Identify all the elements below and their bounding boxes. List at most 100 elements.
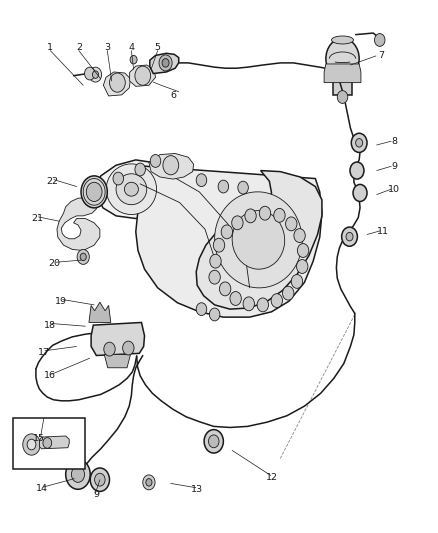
Text: 9: 9 xyxy=(93,490,99,499)
Circle shape xyxy=(259,206,271,220)
Circle shape xyxy=(135,66,151,85)
Circle shape xyxy=(243,297,254,311)
Text: 15: 15 xyxy=(33,434,46,442)
Circle shape xyxy=(92,71,99,78)
Circle shape xyxy=(342,227,357,246)
Polygon shape xyxy=(91,322,145,356)
Circle shape xyxy=(43,438,52,448)
Circle shape xyxy=(86,182,102,201)
Text: 14: 14 xyxy=(35,484,48,493)
Circle shape xyxy=(209,270,220,284)
Ellipse shape xyxy=(124,182,138,196)
Circle shape xyxy=(146,479,152,486)
Circle shape xyxy=(80,253,86,261)
Circle shape xyxy=(297,244,309,257)
Circle shape xyxy=(208,435,219,448)
Text: 1: 1 xyxy=(47,44,53,52)
Text: 6: 6 xyxy=(170,92,176,100)
Circle shape xyxy=(71,466,85,482)
Circle shape xyxy=(297,260,308,273)
Text: 13: 13 xyxy=(191,485,203,494)
Circle shape xyxy=(163,156,179,175)
Text: 19: 19 xyxy=(55,297,67,305)
Ellipse shape xyxy=(116,174,147,205)
Text: 2: 2 xyxy=(76,44,82,52)
Circle shape xyxy=(23,434,40,455)
Circle shape xyxy=(221,225,233,239)
Polygon shape xyxy=(131,165,322,317)
Bar xyxy=(13,418,85,469)
Polygon shape xyxy=(39,436,69,449)
Circle shape xyxy=(196,303,207,316)
Polygon shape xyxy=(324,64,361,83)
Circle shape xyxy=(374,34,385,46)
Text: 4: 4 xyxy=(128,44,134,52)
Circle shape xyxy=(130,55,137,64)
Ellipse shape xyxy=(215,192,302,288)
Polygon shape xyxy=(104,354,131,368)
Circle shape xyxy=(104,342,115,356)
Bar xyxy=(333,71,352,95)
Circle shape xyxy=(350,162,364,179)
Text: 22: 22 xyxy=(46,177,59,185)
Circle shape xyxy=(257,298,268,312)
Circle shape xyxy=(196,174,207,187)
Circle shape xyxy=(218,180,229,193)
Circle shape xyxy=(81,176,107,208)
Circle shape xyxy=(162,59,169,67)
Circle shape xyxy=(274,208,285,222)
Text: 10: 10 xyxy=(388,185,400,193)
Circle shape xyxy=(230,292,241,305)
Circle shape xyxy=(123,341,134,355)
Circle shape xyxy=(150,155,161,167)
Circle shape xyxy=(286,217,297,231)
Circle shape xyxy=(283,286,294,300)
Circle shape xyxy=(346,232,353,241)
Circle shape xyxy=(89,67,102,82)
Circle shape xyxy=(95,473,105,486)
Text: 7: 7 xyxy=(378,52,384,60)
Circle shape xyxy=(143,475,155,490)
Polygon shape xyxy=(130,65,155,86)
Text: 18: 18 xyxy=(44,321,57,329)
Text: 3: 3 xyxy=(104,44,110,52)
Text: 21: 21 xyxy=(31,214,43,223)
Circle shape xyxy=(113,172,124,185)
Text: 5: 5 xyxy=(155,44,161,52)
Circle shape xyxy=(238,181,248,194)
Circle shape xyxy=(90,468,110,491)
Circle shape xyxy=(77,249,89,264)
Circle shape xyxy=(294,229,305,243)
Circle shape xyxy=(245,209,256,223)
Ellipse shape xyxy=(332,36,353,44)
Circle shape xyxy=(353,184,367,201)
Text: 16: 16 xyxy=(44,372,57,380)
Circle shape xyxy=(110,73,125,92)
Circle shape xyxy=(271,294,283,308)
Circle shape xyxy=(135,163,145,176)
Text: 9: 9 xyxy=(391,162,397,171)
Polygon shape xyxy=(196,171,322,309)
Circle shape xyxy=(85,67,95,80)
Polygon shape xyxy=(149,154,194,179)
Circle shape xyxy=(204,430,223,453)
Circle shape xyxy=(326,38,359,79)
Circle shape xyxy=(291,274,303,288)
Circle shape xyxy=(27,439,36,450)
Ellipse shape xyxy=(232,211,285,269)
Text: 11: 11 xyxy=(377,228,389,236)
Text: 17: 17 xyxy=(38,349,50,357)
Circle shape xyxy=(66,459,90,489)
Text: 12: 12 xyxy=(265,473,278,481)
Circle shape xyxy=(351,133,367,152)
Polygon shape xyxy=(96,160,171,219)
Circle shape xyxy=(210,254,221,268)
Polygon shape xyxy=(89,302,111,322)
Polygon shape xyxy=(150,53,179,74)
Circle shape xyxy=(209,308,220,321)
Polygon shape xyxy=(103,72,131,96)
Text: 20: 20 xyxy=(49,260,61,268)
Circle shape xyxy=(159,55,172,71)
Circle shape xyxy=(213,238,225,252)
Circle shape xyxy=(232,216,243,230)
